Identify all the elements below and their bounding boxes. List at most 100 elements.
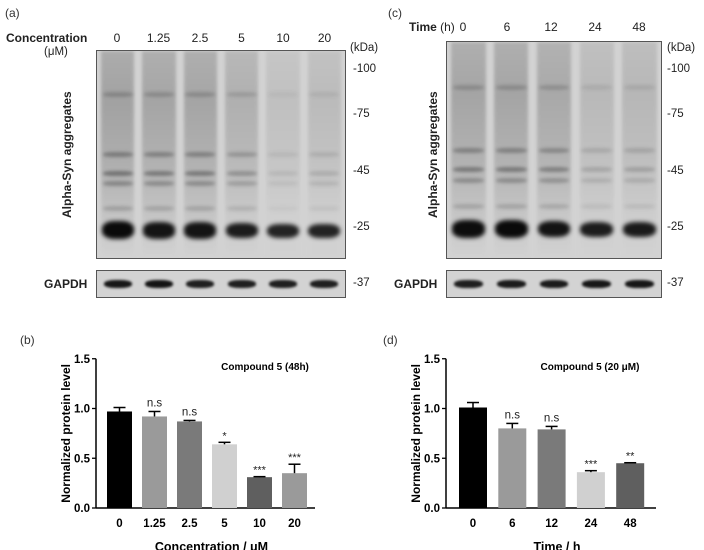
monomer-band [143, 222, 175, 239]
faint-band [268, 92, 298, 98]
x-tick-label: 12 [545, 518, 558, 530]
x-tick-label: 5 [221, 518, 228, 530]
y-tick-label: 0.5 [424, 453, 441, 465]
gapdh-band [310, 279, 339, 289]
faint-band [581, 204, 613, 209]
lane-label: 10 [276, 31, 290, 45]
faint-band [102, 92, 133, 98]
faint-band [268, 171, 298, 177]
faint-band [538, 167, 570, 173]
lane-label: 2.5 [191, 31, 209, 45]
faint-band [538, 147, 570, 153]
faint-band [102, 152, 133, 158]
faint-band [102, 181, 133, 187]
panel-label-c: (c) [388, 6, 402, 20]
significance-label: ** [626, 451, 635, 463]
faint-band [144, 92, 174, 98]
faint-band [452, 178, 484, 184]
faint-band [309, 152, 340, 158]
gapdh-blot-a [96, 270, 346, 298]
blot-lane [266, 51, 300, 258]
time-header-unit: (h) [440, 20, 455, 34]
faint-band [226, 206, 257, 212]
faint-band [309, 181, 340, 187]
faint-band [452, 167, 484, 173]
lane-label: 48 [632, 20, 646, 34]
gapdh-band [145, 279, 173, 289]
faint-band [581, 85, 613, 91]
y-tick-label: 0.0 [74, 503, 90, 515]
bar [107, 411, 132, 508]
lane-label: 6 [503, 20, 511, 34]
faint-band [226, 92, 257, 98]
marker-45-a: -45 [353, 165, 370, 177]
faint-band [624, 85, 655, 91]
faint-band [581, 178, 613, 184]
faint-band [495, 204, 527, 209]
faint-band [226, 181, 257, 187]
x-tick-label: 6 [509, 518, 515, 530]
gapdh-band [227, 279, 256, 289]
gapdh-label-c: GAPDH [394, 277, 438, 291]
chart-title: Compound 5 (48h) [221, 362, 309, 373]
faint-band [538, 85, 570, 91]
bar [142, 416, 167, 508]
gapdh-band [454, 279, 483, 289]
faint-band [144, 181, 174, 187]
faint-band [185, 171, 216, 177]
monomer-band [308, 224, 341, 239]
marker-25-a: -25 [353, 221, 370, 233]
x-tick-label: 1.25 [143, 518, 166, 530]
time-header-label: Time [409, 20, 437, 34]
significance-label: *** [288, 452, 302, 464]
chart-title: Compound 5 (20 μM) [541, 362, 640, 373]
y-axis-label: Normalized protein level [59, 364, 73, 503]
marker-37-c: -37 [667, 277, 684, 289]
faint-band [624, 178, 655, 184]
faint-band [495, 147, 527, 153]
western-blot-c [446, 41, 662, 259]
x-tick-label: 0 [470, 518, 476, 530]
lane-label: 5 [238, 31, 245, 45]
faint-band [185, 206, 216, 212]
western-blot-a [96, 50, 346, 259]
concentration-unit: (μM) [44, 46, 68, 58]
monomer-band [451, 220, 485, 238]
y-tick-label: 1.5 [424, 354, 441, 366]
lane-label: 0 [113, 31, 121, 45]
faint-band [268, 152, 298, 158]
panel-label-d: (d) [383, 333, 398, 347]
y-tick-label: 0.5 [74, 453, 91, 465]
lane-label: 0 [459, 20, 467, 34]
x-tick-label: 0 [116, 518, 122, 530]
lane-label: 20 [317, 31, 332, 45]
faint-band [538, 204, 570, 209]
significance-label: n.s [147, 397, 163, 409]
faint-band [102, 206, 133, 212]
faint-band [144, 152, 174, 158]
faint-band [185, 152, 216, 158]
y-tick-label: 1.5 [74, 354, 91, 366]
faint-band [495, 178, 527, 184]
bar [459, 407, 487, 508]
faint-band [268, 206, 298, 212]
x-tick-label: 20 [288, 518, 301, 530]
blot-lane [579, 42, 614, 258]
gapdh-label-a: GAPDH [44, 277, 88, 291]
faint-band [226, 152, 257, 158]
y-label-blot-c: Alpha-Syn aggregates [426, 91, 440, 218]
faint-band [185, 181, 216, 187]
y-label-blot-a: Alpha-Syn aggregates [60, 91, 74, 218]
faint-band [144, 171, 174, 177]
panel-label-a: (a) [5, 6, 20, 20]
gapdh-band [186, 279, 215, 289]
faint-band [624, 204, 655, 209]
lane-label: 12 [544, 20, 558, 34]
faint-band [624, 147, 655, 153]
bar [537, 429, 566, 508]
monomer-band [580, 222, 614, 238]
monomer-band [623, 222, 657, 238]
faint-band [185, 92, 216, 98]
